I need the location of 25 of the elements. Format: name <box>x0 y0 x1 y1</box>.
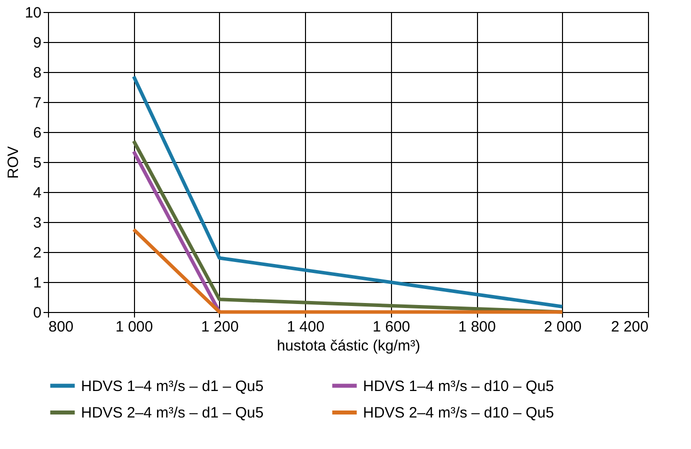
legend-label: HDVS 2–4 m³/s – d1 – Qu5 <box>81 404 264 422</box>
x-tick-label: 1 600 <box>372 318 410 336</box>
y-tick-label: 0 <box>33 304 42 322</box>
x-tick-label: 2 200 <box>610 318 648 336</box>
legend-label: HDVS 1–4 m³/s – d1 – Qu5 <box>81 378 264 395</box>
x-tick-label: 2 000 <box>544 318 582 336</box>
y-tick-label: 2 <box>33 244 42 262</box>
y-tick-label: 6 <box>33 124 42 142</box>
x-tick-label: 1 400 <box>286 318 324 336</box>
y-tick-label: 7 <box>33 94 42 112</box>
y-tick-label: 9 <box>33 34 42 52</box>
y-axis-title: ROV <box>4 146 22 179</box>
x-tick-label: 1 000 <box>115 318 153 336</box>
x-tick-label: 1 200 <box>201 318 239 336</box>
y-tick-label: 8 <box>33 64 42 82</box>
y-tick-label: 5 <box>33 154 42 172</box>
y-tick-label: 10 <box>24 4 42 22</box>
y-tick-label: 4 <box>33 184 42 202</box>
legend-label: HDVS 2–4 m³/s – d10 – Qu5 <box>363 404 554 422</box>
x-tick-label: 1 800 <box>458 318 496 336</box>
y-tick-label: 3 <box>33 214 42 232</box>
y-tick-label: 1 <box>33 274 42 292</box>
legend-label: HDVS 1–4 m³/s – d10 – Qu5 <box>363 378 554 395</box>
x-axis-title: hustota částic (kg/m³) <box>276 338 420 354</box>
x-tick-label: 800 <box>48 318 74 336</box>
